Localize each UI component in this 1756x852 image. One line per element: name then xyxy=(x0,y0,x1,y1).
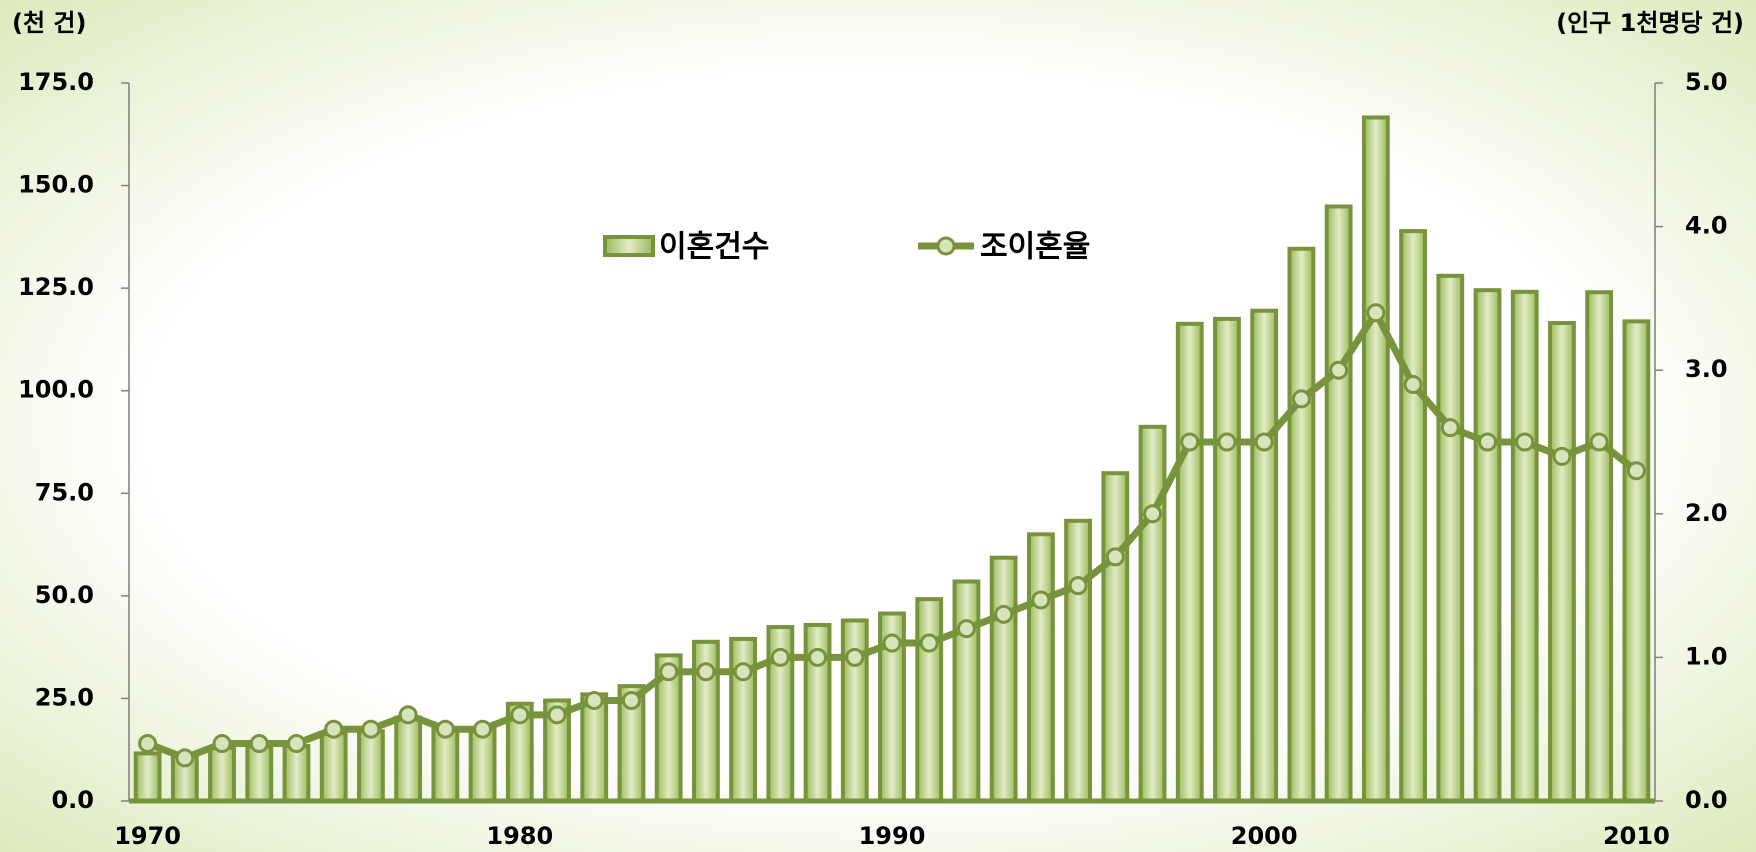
y-axis-label: (천 건) xyxy=(12,9,86,37)
line-marker xyxy=(1515,432,1535,452)
line-marker xyxy=(1366,303,1386,323)
line-marker xyxy=(919,633,939,653)
line-marker xyxy=(286,734,306,754)
line-marker xyxy=(733,662,753,682)
line-marker xyxy=(249,734,269,754)
line-marker xyxy=(621,690,641,710)
x-tick-label: 1990 xyxy=(859,822,926,850)
bar xyxy=(1064,518,1093,803)
bar xyxy=(1473,288,1502,803)
line-marker xyxy=(510,705,530,725)
line-marker xyxy=(1552,446,1572,466)
line-marker xyxy=(1478,432,1498,452)
line-marker xyxy=(1626,461,1646,481)
y2-tick-label: 0.0 xyxy=(1685,786,1728,814)
y-tick-label: 100.0 xyxy=(18,376,94,404)
bar xyxy=(1585,290,1614,803)
y-tick-label: 125.0 xyxy=(18,273,94,301)
bar xyxy=(208,745,236,803)
line-marker xyxy=(361,719,381,739)
line-marker xyxy=(435,719,455,739)
y2-tick-label: 3.0 xyxy=(1685,355,1728,383)
bar xyxy=(1175,321,1204,803)
bar xyxy=(915,597,944,803)
line-marker xyxy=(1105,547,1125,567)
legend-label: 이혼건수 xyxy=(659,230,769,265)
bar xyxy=(1250,308,1279,803)
y2-tick-label: 2.0 xyxy=(1685,499,1728,527)
line-marker xyxy=(659,662,679,682)
line-marker xyxy=(1031,590,1051,610)
bar xyxy=(357,729,385,803)
legend-swatch xyxy=(603,235,655,257)
line-marker xyxy=(473,719,493,739)
line-marker xyxy=(584,690,604,710)
bar xyxy=(1026,532,1055,803)
bar xyxy=(1510,289,1539,803)
y2-tick-label: 1.0 xyxy=(1685,642,1728,670)
bar xyxy=(1138,424,1167,803)
bar xyxy=(319,731,348,803)
line-marker xyxy=(696,662,716,682)
line-marker xyxy=(175,748,195,768)
bar xyxy=(1548,321,1576,803)
y2-axis-label: (인구 1천명당 건) xyxy=(1556,9,1744,37)
line-marker xyxy=(994,604,1014,624)
line-marker xyxy=(1403,375,1423,395)
y-tick-label: 25.0 xyxy=(35,683,94,711)
bar xyxy=(1622,319,1651,803)
bar xyxy=(580,692,609,804)
line-marker xyxy=(1329,360,1349,380)
line-marker xyxy=(1291,389,1311,409)
line-marker xyxy=(1143,504,1163,524)
bar xyxy=(1324,204,1353,804)
line-marker xyxy=(398,705,418,725)
y-tick-label: 150.0 xyxy=(18,171,94,199)
line-marker xyxy=(770,647,790,667)
bar xyxy=(1436,273,1465,803)
line-marker xyxy=(808,647,828,667)
y-tick-label: 175.0 xyxy=(18,68,94,96)
bar xyxy=(1213,316,1241,803)
y-tick-label: 0.0 xyxy=(51,786,94,814)
x-tick-label: 2000 xyxy=(1231,822,1298,850)
bar xyxy=(468,727,497,804)
x-tick-label: 2010 xyxy=(1603,822,1670,850)
line-marker xyxy=(956,619,976,639)
bar xyxy=(245,744,274,804)
x-tick-label: 1980 xyxy=(486,822,553,850)
y-tick-label: 50.0 xyxy=(35,581,94,609)
bar xyxy=(133,751,162,804)
bar xyxy=(952,579,981,803)
y2-tick-label: 4.0 xyxy=(1685,212,1728,240)
x-tick-label: 1970 xyxy=(114,822,181,850)
line-marker xyxy=(138,734,158,754)
line-marker xyxy=(324,719,344,739)
line-marker xyxy=(845,647,865,667)
y2-tick-label: 5.0 xyxy=(1685,68,1728,96)
line-marker xyxy=(882,633,902,653)
legend-label: 조이혼율 xyxy=(980,230,1090,265)
bar xyxy=(431,726,460,804)
bar xyxy=(1399,229,1427,803)
line-marker xyxy=(1254,432,1274,452)
line-marker xyxy=(1068,576,1088,596)
line-marker xyxy=(547,705,567,725)
bar xyxy=(840,618,869,804)
bar xyxy=(394,715,423,803)
line-marker xyxy=(1180,432,1200,452)
y-tick-label: 75.0 xyxy=(35,478,94,506)
bar xyxy=(1287,246,1316,803)
bar xyxy=(282,744,311,804)
legend-swatch xyxy=(936,236,956,256)
bar xyxy=(1101,471,1130,803)
line-marker xyxy=(212,734,232,754)
line-marker xyxy=(1440,418,1460,438)
line-marker xyxy=(1589,432,1609,452)
bar xyxy=(989,555,1018,803)
line-marker xyxy=(1217,432,1237,452)
bar xyxy=(1361,115,1390,804)
